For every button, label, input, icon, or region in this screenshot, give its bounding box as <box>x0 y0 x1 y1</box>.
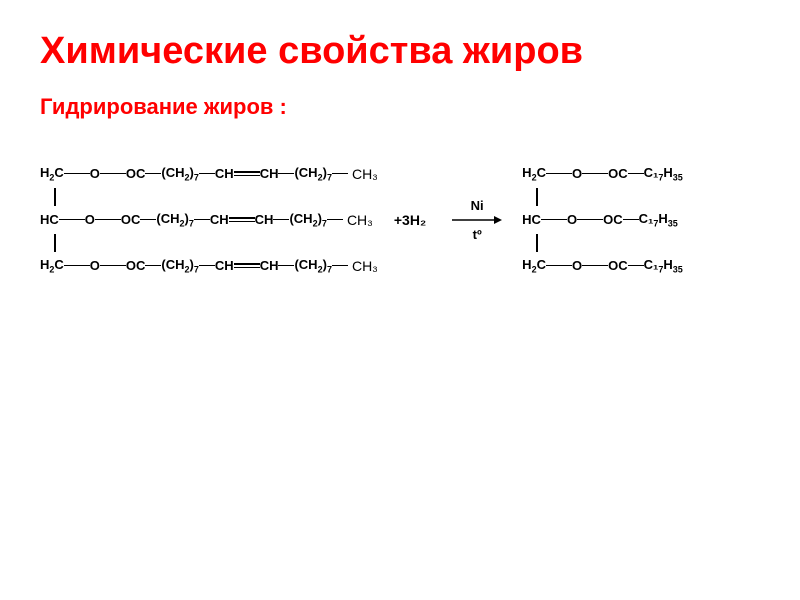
reactant-end-label-3: СН₃ <box>352 258 378 274</box>
reactant-end-label-2: СН₃ <box>347 212 373 228</box>
product-molecule: H2COOCC₁7H35 HCOOCC₁7H35 H2COOCC₁7H35 <box>522 160 683 280</box>
reaction-arrow: Ni tº <box>452 198 502 242</box>
slide-container: Химические свойства жиров Гидрирование ж… <box>0 0 800 310</box>
catalyst-label: Ni <box>471 198 484 213</box>
product-chain-3: H2COOCC₁7H35 <box>522 252 683 280</box>
slide-title: Химические свойства жиров <box>40 30 760 74</box>
reaction-equation: H2COOC(CH2)7CHCH(CH2)7СН₃ HCOOC(CH2)7CHCH… <box>40 160 760 280</box>
temperature-label: tº <box>473 227 482 242</box>
product-chain-1: H2COOCC₁7H35 <box>522 160 683 188</box>
reactant-molecule: H2COOC(CH2)7CHCH(CH2)7СН₃ HCOOC(CH2)7CHCH… <box>40 160 378 280</box>
plus-sign: +3H₂ <box>394 212 426 228</box>
reactant-chain-3: H2COOC(CH2)7CHCH(CH2)7СН₃ <box>40 252 378 280</box>
reactant-chain-1: H2COOC(CH2)7CHCH(CH2)7СН₃ <box>40 160 378 188</box>
reactant-chain-2: HCOOC(CH2)7CHCH(CH2)7СН₃ <box>40 206 373 234</box>
product-chain-2: HCOOCC₁7H35 <box>522 206 678 234</box>
arrow-icon <box>452 215 502 225</box>
reactant-end-label-1: СН₃ <box>352 166 378 182</box>
slide-subtitle: Гидрирование жиров : <box>40 94 760 120</box>
